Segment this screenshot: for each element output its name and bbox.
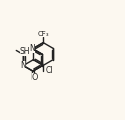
Text: SH: SH <box>20 47 30 56</box>
Text: O: O <box>32 73 38 82</box>
Text: CF₃: CF₃ <box>38 31 49 37</box>
Text: Cl: Cl <box>46 66 54 75</box>
Text: N: N <box>29 44 35 53</box>
Text: N: N <box>20 61 26 70</box>
